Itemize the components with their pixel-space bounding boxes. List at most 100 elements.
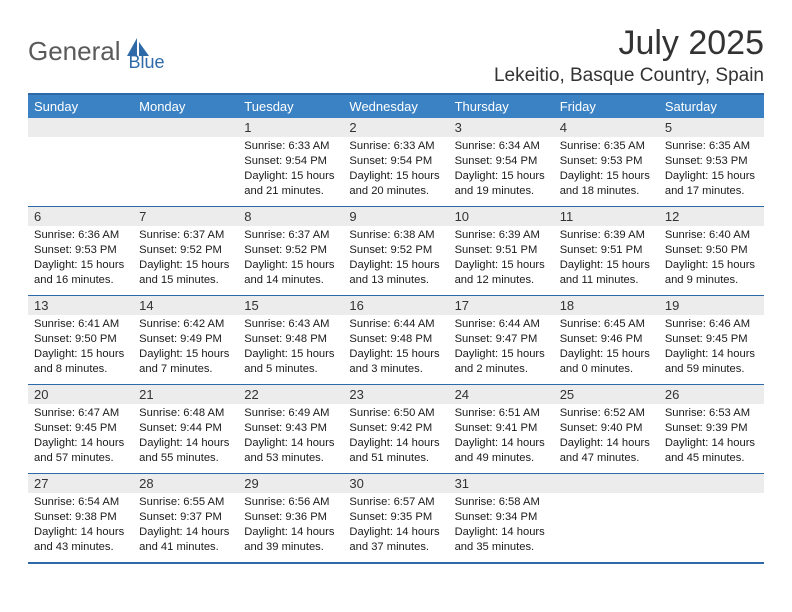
day-number: 18 xyxy=(554,296,659,315)
calendar-cell: 28Sunrise: 6:55 AMSunset: 9:37 PMDayligh… xyxy=(133,474,238,562)
calendar-week: 13Sunrise: 6:41 AMSunset: 9:50 PMDayligh… xyxy=(28,296,764,385)
day-number xyxy=(133,118,238,137)
calendar-cell: 30Sunrise: 6:57 AMSunset: 9:35 PMDayligh… xyxy=(343,474,448,562)
day-number: 6 xyxy=(28,207,133,226)
day-number: 24 xyxy=(449,385,554,404)
calendar-cell: 21Sunrise: 6:48 AMSunset: 9:44 PMDayligh… xyxy=(133,385,238,473)
day-number: 5 xyxy=(659,118,764,137)
day-details: Sunrise: 6:46 AMSunset: 9:45 PMDaylight:… xyxy=(659,315,764,381)
day-number: 14 xyxy=(133,296,238,315)
calendar-cell: 22Sunrise: 6:49 AMSunset: 9:43 PMDayligh… xyxy=(238,385,343,473)
calendar-cell: 27Sunrise: 6:54 AMSunset: 9:38 PMDayligh… xyxy=(28,474,133,562)
day-details xyxy=(659,493,764,499)
day-details: Sunrise: 6:44 AMSunset: 9:47 PMDaylight:… xyxy=(449,315,554,381)
calendar-cell: 19Sunrise: 6:46 AMSunset: 9:45 PMDayligh… xyxy=(659,296,764,384)
day-details: Sunrise: 6:42 AMSunset: 9:49 PMDaylight:… xyxy=(133,315,238,381)
calendar-cell: 1Sunrise: 6:33 AMSunset: 9:54 PMDaylight… xyxy=(238,118,343,206)
calendar-cell: 29Sunrise: 6:56 AMSunset: 9:36 PMDayligh… xyxy=(238,474,343,562)
logo-text-general: General xyxy=(28,36,121,67)
day-number: 21 xyxy=(133,385,238,404)
day-number: 13 xyxy=(28,296,133,315)
day-number: 15 xyxy=(238,296,343,315)
day-number: 31 xyxy=(449,474,554,493)
day-number: 1 xyxy=(238,118,343,137)
logo: General Blue xyxy=(28,30,165,73)
day-details: Sunrise: 6:39 AMSunset: 9:51 PMDaylight:… xyxy=(449,226,554,292)
day-details: Sunrise: 6:57 AMSunset: 9:35 PMDaylight:… xyxy=(343,493,448,559)
day-details: Sunrise: 6:48 AMSunset: 9:44 PMDaylight:… xyxy=(133,404,238,470)
day-details: Sunrise: 6:55 AMSunset: 9:37 PMDaylight:… xyxy=(133,493,238,559)
day-details: Sunrise: 6:37 AMSunset: 9:52 PMDaylight:… xyxy=(133,226,238,292)
day-details: Sunrise: 6:35 AMSunset: 9:53 PMDaylight:… xyxy=(659,137,764,203)
day-number: 8 xyxy=(238,207,343,226)
day-details: Sunrise: 6:39 AMSunset: 9:51 PMDaylight:… xyxy=(554,226,659,292)
day-number: 16 xyxy=(343,296,448,315)
calendar-cell: 4Sunrise: 6:35 AMSunset: 9:53 PMDaylight… xyxy=(554,118,659,206)
day-details: Sunrise: 6:38 AMSunset: 9:52 PMDaylight:… xyxy=(343,226,448,292)
day-number: 20 xyxy=(28,385,133,404)
day-details: Sunrise: 6:40 AMSunset: 9:50 PMDaylight:… xyxy=(659,226,764,292)
calendar-cell: 26Sunrise: 6:53 AMSunset: 9:39 PMDayligh… xyxy=(659,385,764,473)
day-number: 26 xyxy=(659,385,764,404)
calendar-cell: 17Sunrise: 6:44 AMSunset: 9:47 PMDayligh… xyxy=(449,296,554,384)
calendar-cell: 23Sunrise: 6:50 AMSunset: 9:42 PMDayligh… xyxy=(343,385,448,473)
day-number xyxy=(554,474,659,493)
day-number: 7 xyxy=(133,207,238,226)
day-number: 2 xyxy=(343,118,448,137)
day-header-row: Sunday Monday Tuesday Wednesday Thursday… xyxy=(28,95,764,118)
calendar-week: 1Sunrise: 6:33 AMSunset: 9:54 PMDaylight… xyxy=(28,118,764,207)
day-number: 4 xyxy=(554,118,659,137)
day-details: Sunrise: 6:53 AMSunset: 9:39 PMDaylight:… xyxy=(659,404,764,470)
logo-text-blue: Blue xyxy=(129,52,165,73)
calendar-cell: 6Sunrise: 6:36 AMSunset: 9:53 PMDaylight… xyxy=(28,207,133,295)
day-number: 28 xyxy=(133,474,238,493)
calendar-cell: 8Sunrise: 6:37 AMSunset: 9:52 PMDaylight… xyxy=(238,207,343,295)
day-details: Sunrise: 6:54 AMSunset: 9:38 PMDaylight:… xyxy=(28,493,133,559)
header: General Blue July 2025 Lekeitio, Basque … xyxy=(28,24,764,87)
calendar-cell: 14Sunrise: 6:42 AMSunset: 9:49 PMDayligh… xyxy=(133,296,238,384)
day-number: 19 xyxy=(659,296,764,315)
calendar-cell: 15Sunrise: 6:43 AMSunset: 9:48 PMDayligh… xyxy=(238,296,343,384)
day-details: Sunrise: 6:52 AMSunset: 9:40 PMDaylight:… xyxy=(554,404,659,470)
day-header-cell: Thursday xyxy=(449,95,554,118)
day-details: Sunrise: 6:49 AMSunset: 9:43 PMDaylight:… xyxy=(238,404,343,470)
day-number: 9 xyxy=(343,207,448,226)
calendar-cell: 18Sunrise: 6:45 AMSunset: 9:46 PMDayligh… xyxy=(554,296,659,384)
calendar-week: 20Sunrise: 6:47 AMSunset: 9:45 PMDayligh… xyxy=(28,385,764,474)
calendar-body: 1Sunrise: 6:33 AMSunset: 9:54 PMDaylight… xyxy=(28,118,764,564)
day-details: Sunrise: 6:58 AMSunset: 9:34 PMDaylight:… xyxy=(449,493,554,559)
day-number: 25 xyxy=(554,385,659,404)
day-details: Sunrise: 6:47 AMSunset: 9:45 PMDaylight:… xyxy=(28,404,133,470)
day-details xyxy=(28,137,133,143)
day-details: Sunrise: 6:41 AMSunset: 9:50 PMDaylight:… xyxy=(28,315,133,381)
day-details: Sunrise: 6:37 AMSunset: 9:52 PMDaylight:… xyxy=(238,226,343,292)
day-details: Sunrise: 6:33 AMSunset: 9:54 PMDaylight:… xyxy=(343,137,448,203)
day-number xyxy=(659,474,764,493)
calendar-cell: 7Sunrise: 6:37 AMSunset: 9:52 PMDaylight… xyxy=(133,207,238,295)
day-header-cell: Wednesday xyxy=(343,95,448,118)
day-details: Sunrise: 6:44 AMSunset: 9:48 PMDaylight:… xyxy=(343,315,448,381)
calendar-cell: 20Sunrise: 6:47 AMSunset: 9:45 PMDayligh… xyxy=(28,385,133,473)
day-header-cell: Saturday xyxy=(659,95,764,118)
day-number xyxy=(28,118,133,137)
calendar-cell: 16Sunrise: 6:44 AMSunset: 9:48 PMDayligh… xyxy=(343,296,448,384)
day-header-cell: Friday xyxy=(554,95,659,118)
calendar-cell: 13Sunrise: 6:41 AMSunset: 9:50 PMDayligh… xyxy=(28,296,133,384)
location-subtitle: Lekeitio, Basque Country, Spain xyxy=(494,65,764,87)
calendar-cell xyxy=(659,474,764,562)
day-details: Sunrise: 6:56 AMSunset: 9:36 PMDaylight:… xyxy=(238,493,343,559)
title-block: July 2025 Lekeitio, Basque Country, Spai… xyxy=(494,24,764,87)
day-details: Sunrise: 6:50 AMSunset: 9:42 PMDaylight:… xyxy=(343,404,448,470)
day-number: 30 xyxy=(343,474,448,493)
day-header-cell: Sunday xyxy=(28,95,133,118)
day-details: Sunrise: 6:35 AMSunset: 9:53 PMDaylight:… xyxy=(554,137,659,203)
day-number: 10 xyxy=(449,207,554,226)
day-details: Sunrise: 6:36 AMSunset: 9:53 PMDaylight:… xyxy=(28,226,133,292)
day-details xyxy=(133,137,238,143)
calendar-cell xyxy=(554,474,659,562)
day-header-cell: Tuesday xyxy=(238,95,343,118)
day-number: 3 xyxy=(449,118,554,137)
calendar-cell xyxy=(28,118,133,206)
calendar-cell: 2Sunrise: 6:33 AMSunset: 9:54 PMDaylight… xyxy=(343,118,448,206)
calendar-week: 27Sunrise: 6:54 AMSunset: 9:38 PMDayligh… xyxy=(28,474,764,564)
